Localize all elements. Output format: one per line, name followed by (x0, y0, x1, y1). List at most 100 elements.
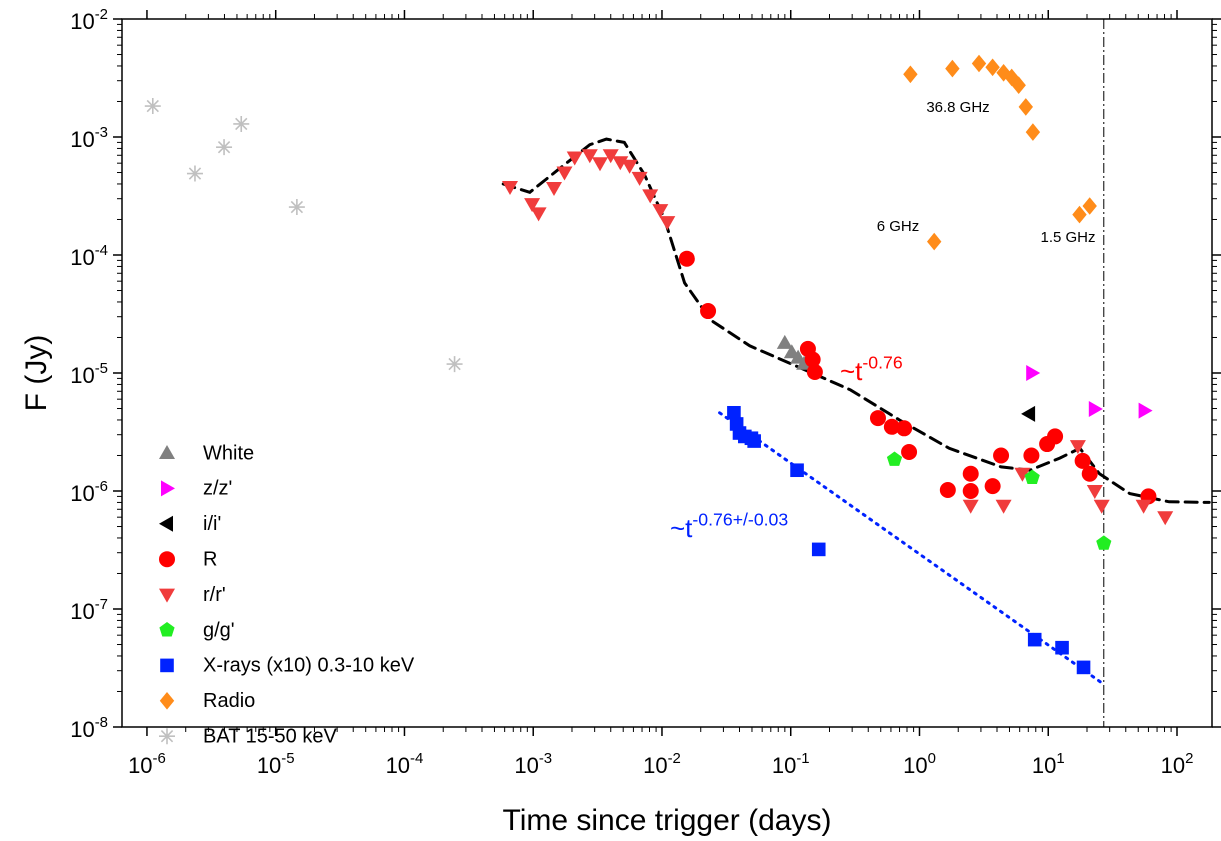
marker (776, 334, 793, 349)
marker (985, 58, 1000, 77)
marker (747, 434, 761, 448)
marker (1088, 401, 1103, 417)
marker (727, 405, 741, 420)
marker (1157, 511, 1174, 526)
series (678, 250, 1157, 505)
annotation: ~t-0.76+/-0.03 (670, 509, 788, 543)
marker (1018, 98, 1033, 116)
plot-frame (121, 18, 1213, 728)
marker (144, 98, 161, 115)
series (1021, 405, 1036, 422)
marker (621, 159, 638, 174)
marker (886, 451, 903, 466)
annotation: ~t-0.76 (840, 352, 903, 386)
x-tick-label: 102 (1161, 750, 1194, 778)
marker (1011, 76, 1026, 94)
marker (631, 171, 648, 186)
marker (939, 481, 956, 498)
marker (1024, 469, 1040, 484)
marker (1027, 632, 1042, 647)
marker (652, 204, 669, 219)
marker (1069, 440, 1086, 455)
marker (962, 499, 979, 514)
x-tick-label: 10-1 (772, 750, 810, 778)
legend-marker (159, 515, 173, 532)
marker (1135, 499, 1152, 514)
x-axis-label: Time since trigger (days) (503, 804, 832, 837)
marker (996, 64, 1011, 82)
marker (962, 465, 979, 482)
marker (1014, 467, 1031, 482)
marker (642, 189, 659, 204)
marker (1074, 452, 1091, 469)
marker (945, 59, 960, 78)
marker (546, 182, 562, 196)
marker (804, 351, 821, 368)
marker (896, 420, 913, 437)
legend-marker (160, 658, 174, 673)
marker (796, 355, 813, 370)
marker (1093, 499, 1110, 514)
marker (1082, 197, 1097, 215)
marker (1023, 447, 1040, 464)
marker (1055, 640, 1069, 655)
marker (524, 198, 541, 213)
marker (1025, 123, 1041, 141)
marker (700, 303, 717, 320)
marker (678, 250, 695, 267)
marker (901, 444, 918, 461)
marker (556, 166, 573, 181)
legend-label: g/g' (203, 619, 235, 641)
marker (581, 149, 598, 164)
marker (995, 499, 1012, 514)
marker (446, 356, 463, 373)
marker (1047, 428, 1064, 445)
legend-label: Radio (203, 690, 255, 712)
marker (1026, 365, 1041, 381)
legend-marker (161, 480, 175, 497)
marker (288, 199, 305, 216)
marker (1096, 535, 1112, 550)
marker (903, 65, 918, 84)
x-tick-label: 10-5 (257, 750, 295, 778)
series (886, 451, 1112, 550)
marker (502, 181, 518, 195)
marker (806, 363, 823, 380)
marker (602, 149, 619, 164)
marker (971, 54, 987, 73)
legend-marker (159, 692, 175, 710)
marker (869, 410, 886, 427)
series (727, 405, 1091, 675)
legend-label: r/r' (203, 584, 226, 606)
series (502, 149, 1174, 526)
annotation: 36.8 GHz (926, 99, 989, 116)
y-tick-label: 10-2 (70, 6, 108, 34)
marker (993, 447, 1010, 464)
legend-label: BAT 15-50 keV (203, 725, 337, 747)
y-tick-label: 10-4 (70, 242, 108, 270)
marker (530, 207, 547, 222)
x-tick-label: 10-4 (386, 750, 424, 778)
marker (1072, 205, 1087, 224)
x-tick-label: 10-6 (128, 750, 166, 778)
y-tick-label: 10-6 (70, 478, 108, 506)
annotation: 1.5 GHz (1040, 229, 1095, 246)
marker (566, 151, 583, 166)
legend-label: z/z' (203, 478, 232, 500)
marker (1081, 465, 1098, 482)
y-tick-label: 10-5 (70, 360, 108, 388)
x-tick-label: 10-2 (643, 750, 681, 778)
y-tick-label: 10-7 (70, 596, 108, 624)
marker (1076, 660, 1091, 675)
marker (811, 542, 826, 557)
y-axis-label: F (Jy) (20, 335, 53, 412)
legend-label: White (203, 442, 254, 464)
legend-marker (159, 588, 175, 603)
annotation: 6 GHz (877, 218, 920, 235)
x-tick-label: 100 (903, 750, 936, 778)
series (776, 334, 813, 370)
legend-label: X-rays (x10) 0.3-10 keV (203, 655, 415, 677)
marker (186, 165, 203, 182)
marker (962, 483, 979, 499)
